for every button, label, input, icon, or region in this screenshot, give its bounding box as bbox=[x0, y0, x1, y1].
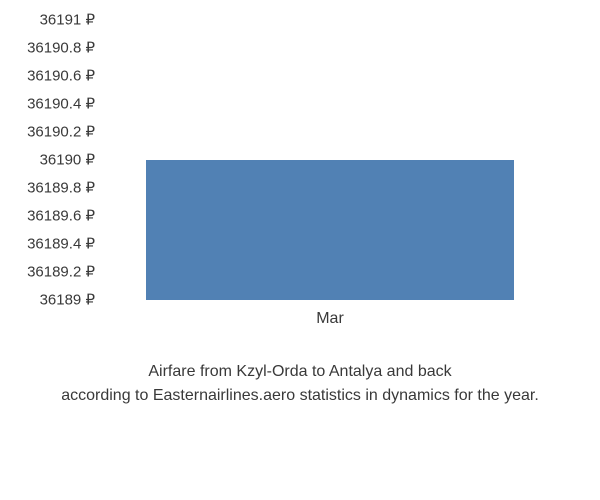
y-axis-tick-label: 36190.6 ₽ bbox=[0, 69, 95, 84]
y-axis-tick-label: 36190.4 ₽ bbox=[0, 97, 95, 112]
y-axis-tick-label: 36189.4 ₽ bbox=[0, 237, 95, 252]
y-axis-tick-label: 36189.2 ₽ bbox=[0, 265, 95, 280]
y-axis-tick-label: 36189.6 ₽ bbox=[0, 209, 95, 224]
y-axis-tick-label: 36190.8 ₽ bbox=[0, 41, 95, 56]
caption-line-2: according to Easternairlines.aero statis… bbox=[0, 384, 600, 408]
y-axis-tick-label: 36190 ₽ bbox=[0, 153, 95, 168]
chart-caption: Airfare from Kzyl-Orda to Antalya and ba… bbox=[0, 360, 600, 408]
bar bbox=[146, 160, 514, 300]
x-axis-tick-label: Mar bbox=[316, 310, 344, 328]
caption-line-1: Airfare from Kzyl-Orda to Antalya and ba… bbox=[0, 360, 600, 384]
y-axis-tick-label: 36189 ₽ bbox=[0, 293, 95, 308]
y-axis-tick-label: 36189.8 ₽ bbox=[0, 181, 95, 196]
y-axis-tick-label: 36190.2 ₽ bbox=[0, 125, 95, 140]
y-axis-tick-label: 36191 ₽ bbox=[0, 13, 95, 28]
plot-area: 36191 ₽36190.8 ₽36190.6 ₽36190.4 ₽36190.… bbox=[100, 20, 560, 300]
airfare-bar-chart: 36191 ₽36190.8 ₽36190.6 ₽36190.4 ₽36190.… bbox=[0, 20, 600, 300]
